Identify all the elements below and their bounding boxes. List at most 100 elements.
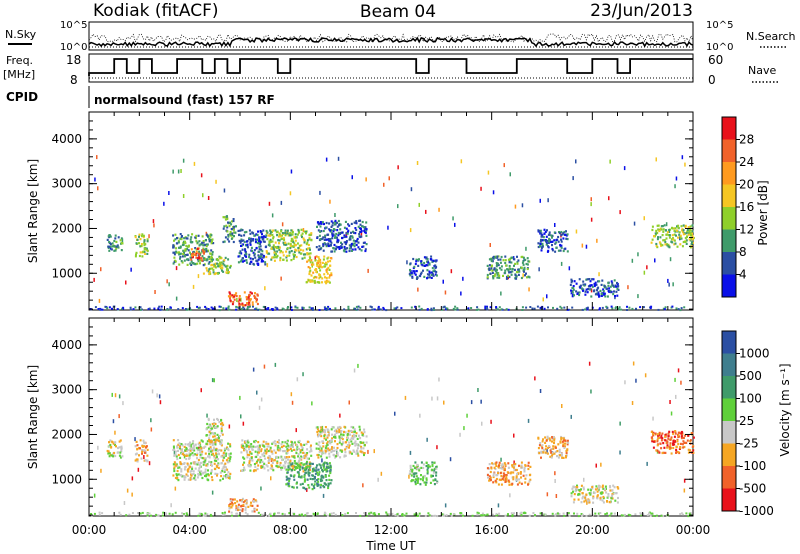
range-gate-cell bbox=[249, 240, 252, 243]
range-gate-cell bbox=[268, 240, 271, 243]
range-gate-cell bbox=[264, 263, 267, 266]
range-gate-cell bbox=[436, 480, 439, 483]
range-gate-cell bbox=[611, 282, 614, 285]
range-gate-cell bbox=[511, 464, 514, 467]
range-gate-cell bbox=[314, 475, 316, 478]
range-gate-cell bbox=[471, 514, 474, 517]
range-gate-cell bbox=[498, 267, 501, 270]
range-gate-cell bbox=[335, 232, 338, 236]
range-gate-cell bbox=[601, 306, 604, 309]
range-gate-cell bbox=[496, 255, 499, 258]
range-gate-cell bbox=[618, 306, 621, 309]
range-gate-cell bbox=[318, 281, 321, 284]
range-gate-cell bbox=[97, 186, 99, 191]
range-gate-cell bbox=[511, 270, 514, 273]
range-gate-cell bbox=[367, 268, 369, 273]
range-gate-cell bbox=[604, 295, 607, 298]
range-gate-cell bbox=[241, 469, 244, 472]
range-gate-cell bbox=[426, 468, 429, 471]
range-gate-cell bbox=[347, 223, 349, 226]
range-gate-cell bbox=[223, 475, 226, 478]
range-gate-cell bbox=[359, 441, 362, 444]
range-gate-cell bbox=[666, 441, 669, 444]
range-gate-cell bbox=[307, 252, 310, 255]
range-gate-cell bbox=[585, 514, 588, 517]
range-gate-cell bbox=[320, 222, 323, 225]
range-gate-cell bbox=[500, 475, 503, 478]
range-gate-cell bbox=[228, 507, 231, 510]
noise-panel-frame bbox=[88, 21, 694, 51]
range-gate-cell bbox=[618, 308, 621, 311]
range-gate-cell bbox=[562, 237, 565, 240]
range-gate-cell bbox=[304, 454, 307, 457]
y-tick-label: 2000 bbox=[51, 221, 82, 235]
range-gate-cell bbox=[142, 236, 145, 239]
range-gate-cell bbox=[546, 239, 549, 243]
range-gate-cell bbox=[305, 281, 308, 284]
range-gate-cell bbox=[267, 456, 270, 459]
range-gate-cell bbox=[547, 446, 550, 449]
range-gate-cell bbox=[355, 240, 358, 243]
range-gate-cell bbox=[679, 513, 682, 515]
range-gate-cell bbox=[121, 455, 124, 458]
range-gate-cell bbox=[654, 232, 657, 235]
range-gate-cell bbox=[323, 434, 326, 437]
range-gate-cell bbox=[309, 256, 312, 259]
range-gate-cell bbox=[546, 229, 548, 232]
range-gate-cell bbox=[594, 488, 597, 491]
range-gate-cell bbox=[430, 255, 433, 258]
range-gate-cell bbox=[308, 457, 310, 460]
range-gate-cell bbox=[674, 432, 677, 435]
range-gate-cell bbox=[190, 474, 193, 477]
range-gate-cell bbox=[538, 452, 541, 455]
range-gate-cell bbox=[343, 308, 346, 311]
range-gate-cell bbox=[563, 446, 566, 449]
range-gate-cell bbox=[436, 445, 438, 450]
range-gate-cell bbox=[492, 463, 495, 466]
range-gate-cell bbox=[206, 464, 209, 467]
range-gate-cell bbox=[581, 243, 584, 248]
range-gate-cell bbox=[319, 478, 322, 481]
range-gate-cell bbox=[229, 452, 232, 455]
range-gate-cell bbox=[318, 450, 321, 453]
range-gate-cell bbox=[512, 476, 515, 479]
range-gate-cell bbox=[486, 473, 489, 476]
range-gate-cell bbox=[356, 452, 359, 455]
range-gate-cell bbox=[251, 301, 254, 304]
range-gate-cell bbox=[303, 253, 305, 256]
range-gate-cell bbox=[291, 462, 294, 465]
range-gate-cell bbox=[186, 253, 189, 256]
range-gate-cell bbox=[94, 177, 96, 182]
range-gate-cell bbox=[554, 242, 557, 245]
range-gate-cell bbox=[207, 308, 210, 310]
range-gate-cell bbox=[689, 439, 692, 442]
range-gate-cell bbox=[187, 468, 190, 471]
range-gate-cell bbox=[291, 400, 294, 405]
range-gate-cell bbox=[525, 262, 528, 266]
range-gate-cell bbox=[423, 481, 426, 484]
range-gate-cell bbox=[192, 443, 195, 446]
range-gate-cell bbox=[516, 255, 518, 258]
range-gate-cell bbox=[600, 292, 603, 296]
range-gate-cell bbox=[227, 233, 230, 237]
range-gate-cell bbox=[294, 254, 296, 257]
range-gate-cell bbox=[566, 308, 569, 311]
range-gate-cell bbox=[271, 233, 274, 236]
range-gate-cell bbox=[305, 232, 307, 235]
range-gate-cell bbox=[288, 254, 291, 257]
range-gate-cell bbox=[339, 231, 342, 234]
range-gate-cell bbox=[221, 513, 224, 516]
range-gate-cell bbox=[309, 446, 312, 449]
range-gate-cell bbox=[357, 241, 360, 244]
range-gate-cell bbox=[139, 447, 141, 450]
range-gate-cell bbox=[226, 230, 229, 233]
range-gate-cell bbox=[248, 448, 251, 451]
range-gate-cell bbox=[145, 247, 148, 250]
range-gate-cell bbox=[190, 469, 193, 472]
range-gate-cell bbox=[667, 245, 670, 248]
range-gate-cell bbox=[587, 488, 590, 491]
range-gate-cell bbox=[93, 512, 96, 515]
range-gate-cell bbox=[254, 499, 257, 502]
range-gate-cell bbox=[566, 250, 569, 253]
